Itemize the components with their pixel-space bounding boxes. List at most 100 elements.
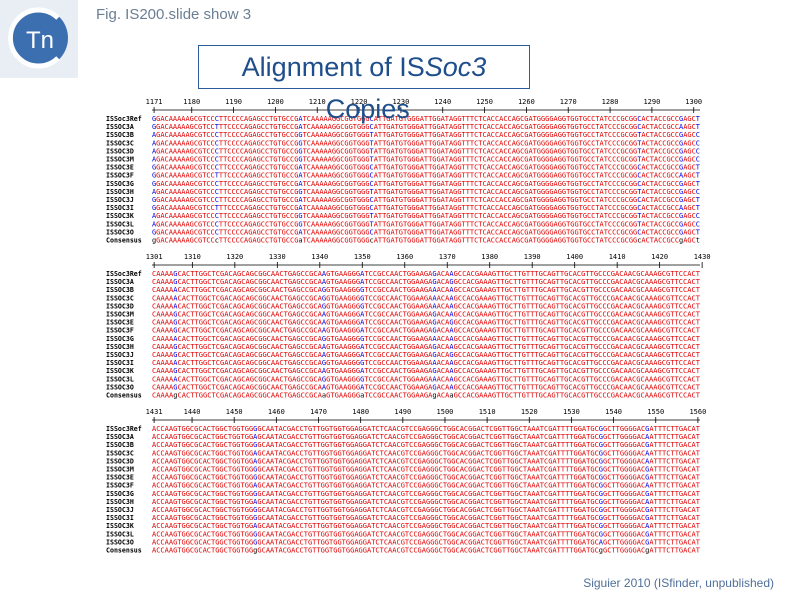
ruler-label: 1250 (476, 98, 493, 106)
sequence: CAAAAACACTTGGCTCGACAGCAGCGGCAACTGAGCCGCA… (152, 335, 700, 343)
sequence: AGACAAAAAGCGTCC CTTCCCCAGAGCCTGTGCCG GTCAA… (152, 156, 700, 164)
ruler-label: 1431 (146, 408, 163, 416)
sequence-name: ISSOC3D (106, 147, 134, 155)
sequence: gGACAAAAAGCGTCC cTTCCCCAGAGCCTGTGCCG aTCAA… (152, 237, 700, 245)
ruler-label: 1370 (439, 253, 456, 261)
sequence: CAAAAGCACTTGGCTCGACAGCAGCGGCAACTGAGCCGCA… (152, 278, 700, 286)
sequence-name: Consensus (106, 237, 142, 245)
sequence-name: ISSOC3C (106, 449, 134, 457)
sequence: ACCAAGTGGCGCACTGGCTGGTGG GGCAATACGACCTGTT… (152, 514, 700, 522)
ruler-label: 1510 (479, 408, 496, 416)
sequence: CAAAAGCACTTGGCTCGACAGCAGCGGCAACTGAGCCGCA… (152, 319, 700, 327)
sequence: ACCAAGTGGCGCACTGGCTGGTGG GGCAATACGACCTGTT… (152, 441, 700, 449)
sequence: ACCAAGTGGCGCACTGGCTGGTGG AGCAATACGACCTGTT… (152, 457, 700, 465)
ruler-label: 1400 (566, 253, 583, 261)
sequence-name: ISSOC3A (106, 278, 134, 286)
sequence: CAAAAGCACTTGGCTCGACAGCAGCGGCAACTGAGCCGCA… (152, 270, 700, 278)
sequence-name: ISSOC3L (106, 530, 134, 538)
ruler-label: 1490 (394, 408, 411, 416)
sequence-name: ISSoc3Ref (106, 115, 142, 123)
sequence-name: ISSOC3C (106, 139, 134, 147)
sequence-name: ISSOC3F (106, 482, 134, 490)
sequence-name: Consensus (106, 547, 142, 555)
logo-c (7, 7, 60, 69)
title-italic: Soc3 (424, 52, 487, 82)
sequence: ACCAAGTGGCGCACTGGCTGGTGG AGCAATACGACCTGTT… (152, 433, 700, 441)
sequence-name: ISSOC3L (106, 220, 134, 228)
sequence-name: ISSOC3K (106, 367, 134, 375)
ruler-label: 1310 (184, 253, 201, 261)
sequence: AGACAAAAAGCGTCC CTTCCCCAGAGCCTGTGCCG GTCAA… (152, 212, 700, 220)
ruler-label: 1330 (269, 253, 286, 261)
ruler-label: 1300 (685, 98, 702, 106)
sequence-name: ISSOC3B (106, 441, 134, 449)
sequence: ACCAAGTGGCGCACTGGCTGGTGG GGCAATACGACCTGTT… (152, 506, 700, 514)
sequence: ACCAAGTGGCGCACTGGCTGGTGG AGCAATACGACCTGTT… (152, 449, 700, 457)
ruler-label: 1360 (396, 253, 413, 261)
sequence: ACCAAGTGGCGCACTGGCTGGTGG GGCAATACGACCTGTT… (152, 466, 700, 474)
title-part: Copies (318, 94, 410, 124)
sequence-name: Consensus (106, 392, 142, 400)
sequence-name: ISSOC3H (106, 498, 134, 506)
sequence-name: ISSOC3H (106, 343, 134, 351)
ruler-label: 1460 (268, 408, 285, 416)
sequence-name: ISSOC3C (106, 294, 134, 302)
ruler-label: 1440 (184, 408, 201, 416)
ruler-label: 1560 (689, 408, 706, 416)
sequence-name: ISSOC3O (106, 228, 134, 236)
sequence: GGACAAAAAGCGTCC CTTCCCCAGAGCCTGTGCCG ATCAA… (152, 196, 700, 204)
ruler-label: 1420 (651, 253, 668, 261)
sequence: CAAAAACACTTGGCTCGACAGCAGCGGCAACTGAGCCGCA… (152, 359, 700, 367)
sequence: GGACAAAAAGCGTCC CTTCCCCAGAGCCTGTGCCG ATCAA… (152, 228, 700, 236)
sequence: CAAAAACACTTGGCTCGACAGCAGCGGCAACTGAGCCGCA… (152, 302, 700, 310)
logo-circle (8, 8, 68, 68)
sequence: AGACAAAAAGCGTCC CTTCCCCAGAGCCTGTGCCG GTCAA… (152, 139, 700, 147)
sequence-name: ISSOC3I (106, 359, 134, 367)
sequence: GGACAAAAAGCGTCC TTTCCCCAGAGCCTGTGCCG ATCAA… (152, 172, 700, 180)
sequence: GGACAAAAAGCGTCC CTTCCCCAGAGCCTGTGCCG ATCAA… (152, 180, 700, 188)
ruler-label: 1180 (183, 98, 200, 106)
sequence: ACCAAGTGGCGCACTGGCTGGTGG AGCAATACGACCTGTT… (152, 522, 700, 530)
sequence: CAAAAACACTTGGCTCGACAGCAGCGGCAACTGAGCCGCA… (152, 375, 700, 383)
ruler-label: 1520 (521, 408, 538, 416)
sequence: ACCAAGTGGCGCACTGGCTGGTGG GGCAATACGACCTGTT… (152, 425, 700, 433)
sequence: GGACAAAAAGCGTCC TTTCCCCAGAGCCTGTGCCG ATCAA… (152, 123, 700, 131)
sequence-name: ISSOC3K (106, 522, 134, 530)
sequence-name: ISSOC3G (106, 490, 134, 498)
sequence: ACCAAGTGGCGCACTGGCTGGTGG AGCAATACGACCTGTT… (152, 482, 700, 490)
ruler-label: 1480 (352, 408, 369, 416)
ruler-label: 1550 (647, 408, 664, 416)
sequence-name: ISSOC3G (106, 180, 134, 188)
ruler-label: 1230 (392, 98, 409, 106)
sequence-name: ISSoc3Ref (106, 425, 142, 433)
sequence-name: ISSOC3I (106, 204, 134, 212)
logo-text: Tn (26, 27, 54, 54)
sequence: ACCAAGTGGCGCACTGGCTGGTGG gGCAATACGACCTGTT… (152, 547, 700, 555)
caption: Fig. IS200.slide show 3 (96, 6, 252, 23)
sequence: CAAAAGCACTTGGCTCGACAGCAGCGGCAACTGAGCCGCA… (152, 311, 700, 319)
sequence-name: ISSOC3E (106, 164, 134, 172)
slide-title: Alignment of ISSoc3 Copies (198, 45, 530, 124)
sequence-name: ISSOC3D (106, 302, 134, 310)
ruler-label: 1350 (354, 253, 371, 261)
ruler-label: 1320 (226, 253, 243, 261)
sequence-name: ISSOC3M (106, 311, 134, 319)
ruler-label: 1220 (351, 98, 368, 106)
sequence: AGACAAAAAGCGTCC CTTCCCCAGAGCCTGTGCCG GTCAA… (152, 131, 700, 139)
ruler-label: 1301 (146, 253, 163, 261)
ruler-label: 1450 (226, 408, 243, 416)
sequence: CAAAAGCACTTGGCTCGACAGCAGCGGCAACTGAGCCGCA… (152, 343, 700, 351)
sequence-name: ISSOC3B (106, 131, 134, 139)
sequence-name: ISSOC3O (106, 538, 134, 546)
ruler-label: 1540 (605, 408, 622, 416)
sequence-name: ISSOC3G (106, 335, 134, 343)
ruler-label: 1500 (437, 408, 454, 416)
sequence-name: ISSOC3O (106, 383, 134, 391)
title-part: Alignment of IS (241, 52, 425, 82)
sequence-name: ISSOC3D (106, 457, 134, 465)
sequence: ACCAAGTGGCGCACTGGCTGGTGG GGCAATACGACCTGTT… (152, 474, 700, 482)
ruler-label: 1340 (311, 253, 328, 261)
sequence: AGACAAAAAGCGTCC CTTCCCCAGAGCCTGTGCCG GTCAA… (152, 220, 700, 228)
